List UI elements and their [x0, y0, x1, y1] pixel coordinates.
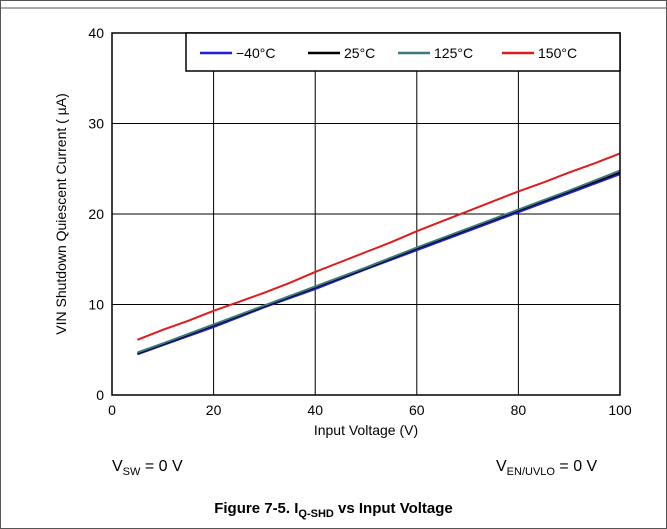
- tick-labels: 0 20 40 60 80 100 0 10 20 30 40: [88, 25, 631, 418]
- x-axis-label: Input Voltage (V): [314, 422, 418, 438]
- y-tick-label: 30: [88, 116, 104, 132]
- series-line-2: [137, 169, 621, 354]
- legend-label-1: 25°C: [344, 45, 375, 61]
- x-tick-label: 80: [511, 402, 527, 418]
- line-chart: 0 20 40 60 80 100 0 10 20 30 40 −40°C 25°C 125°C 150°…: [53, 25, 632, 438]
- y-tick-label: 40: [88, 25, 104, 41]
- y-tick-label: 20: [88, 206, 104, 222]
- y-tick-label: 10: [88, 297, 104, 313]
- x-tick-label: 60: [409, 402, 425, 418]
- series-line-3: [137, 152, 621, 341]
- legend-label-3: 150°C: [538, 45, 577, 61]
- legend-label-0: −40°C: [236, 45, 275, 61]
- grid-lines: [111, 32, 621, 396]
- series-lines: [137, 152, 621, 356]
- x-tick-label: 100: [608, 402, 632, 418]
- ven-condition: VEN/UVLO = 0 V: [496, 458, 598, 479]
- x-tick-label: 40: [307, 402, 323, 418]
- x-tick-label: 20: [206, 402, 222, 418]
- figure-caption: Figure 7-5. IQ-SHD vs Input Voltage: [214, 500, 453, 520]
- y-axis-label: VIN Shutdown Quiescent Current ( µA): [53, 93, 69, 335]
- legend-label-2: 125°C: [434, 45, 473, 61]
- vsw-condition: VSW = 0 V: [112, 458, 183, 479]
- y-tick-label: 0: [96, 387, 104, 403]
- x-tick-label: 0: [108, 402, 116, 418]
- legend: −40°C 25°C 125°C 150°C: [185, 32, 621, 72]
